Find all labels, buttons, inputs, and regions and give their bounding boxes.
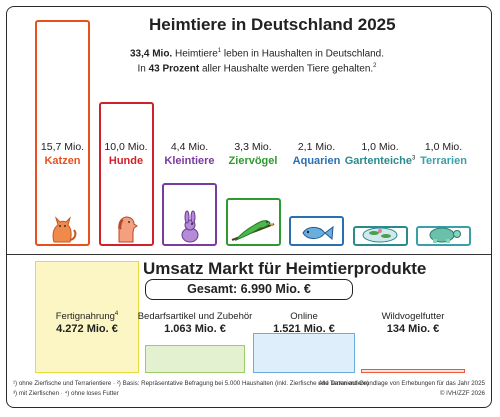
footnote-left-2: ³) mit Zierfischen · ⁴) ohne loses Futte… — [13, 390, 119, 397]
cat-icon — [46, 210, 80, 249]
market-title: Umsatz Markt für Heimtierprodukte — [143, 259, 427, 278]
pets-bar — [35, 20, 90, 246]
fish-icon — [297, 222, 337, 249]
pets-footnote-marker: 3 — [411, 155, 416, 162]
pets-category-label: Gartenteiche3 — [344, 155, 416, 167]
pets-value-label: 2,1 Mio. — [297, 141, 336, 153]
subtitle-households-start: In — [137, 63, 149, 75]
turtle-icon — [424, 222, 464, 249]
pets-category-label: Hunde — [108, 155, 144, 167]
footnote-right-1: Alle Daten auf Grundlage von Erhebungen … — [318, 380, 486, 387]
subtitle-households-percent: 43 Prozent — [148, 63, 200, 75]
rabbit-icon — [173, 210, 207, 249]
pets-category-label: Ziervögel — [228, 155, 278, 167]
pets-value-label: 1,0 Mio. — [424, 141, 463, 153]
pets-bar — [162, 182, 217, 246]
subtitle-pets-label: Heimtiere — [172, 48, 218, 60]
market-footnote-marker: 4 — [114, 311, 119, 317]
footnote-right-2: © IVH/ZZF 2026 — [439, 390, 485, 397]
subtitle-line-1: 33,4 Mio. Heimtiere1 leben in Haushalten… — [107, 48, 407, 59]
market-chart: Fertignahrung4 4.272 Mio. € Bedarfsartikel… — [7, 7, 491, 407]
market-value-label: 1.521 Mio. € — [273, 323, 335, 335]
pets-bar — [225, 198, 281, 246]
pets-category-label: Aquarien — [292, 155, 341, 167]
pets-category-label: Katzen — [44, 155, 81, 167]
pets-category-label: Terrarien — [420, 155, 467, 167]
market-bar — [253, 333, 355, 373]
market-value-label: 1.063 Mio. € — [164, 323, 226, 335]
pets-value-label: 1,0 Mio. — [361, 141, 399, 153]
pets-bar — [289, 215, 344, 246]
market-value-label: 134 Mio. € — [386, 323, 440, 335]
pets-value-label: 10,0 Mio. — [104, 141, 148, 153]
subtitle-households-rest: aller Haushalte werden Tiere gehalten. — [199, 63, 374, 75]
dog-icon — [109, 210, 143, 249]
page-title: Heimtiere in Deutschland 2025 — [149, 15, 396, 34]
market-total-badge: Gesamt: 6.990 Mio. € — [145, 279, 353, 300]
footnote-left-1: ¹) ohne Zierfische und Terrarientiere · … — [13, 380, 369, 387]
pets-value-label: 3,3 Mio. — [234, 141, 272, 153]
market-category-label: Online — [290, 311, 318, 322]
infographic-card: Heimtiere in Deutschland 2025 33,4 Mio. … — [6, 6, 492, 408]
pond-icon — [360, 222, 400, 249]
market-category-label: Wildvogelfutter — [381, 311, 445, 322]
pets-value-label: 4,4 Mio. — [170, 141, 209, 153]
subtitle-total-pets: 33,4 Mio. — [129, 48, 173, 60]
subtitle-pets-rest: leben in Haushalten in Deutschland. — [221, 48, 385, 60]
market-bar — [145, 345, 245, 373]
market-bar — [361, 369, 465, 373]
pets-value-label: 15,7 Mio. — [40, 141, 85, 153]
subtitle-footnote-1: 1 — [217, 48, 222, 54]
pets-bar — [416, 226, 471, 246]
pets-bar — [98, 102, 154, 246]
pets-chart: 15,7 Mio. Katzen 10,0 Mio. Hunde 4,4 Mio. Kle… — [7, 7, 491, 252]
pets-category-label: Kleintiere — [164, 155, 215, 167]
parrot-icon — [230, 210, 276, 249]
market-value-label: 4.272 Mio. € — [56, 323, 118, 335]
market-category-label: Bedarfsartikel und Zubehör — [137, 311, 253, 322]
subtitle-line-2: In 43 Prozent aller Haushalte werden Tie… — [107, 63, 407, 74]
pets-bar — [352, 226, 408, 246]
market-category-label: Fertignahrung4 — [55, 311, 119, 323]
market-bar — [35, 261, 139, 373]
subtitle-footnote-2: 2 — [373, 63, 377, 69]
section-divider — [7, 254, 491, 256]
